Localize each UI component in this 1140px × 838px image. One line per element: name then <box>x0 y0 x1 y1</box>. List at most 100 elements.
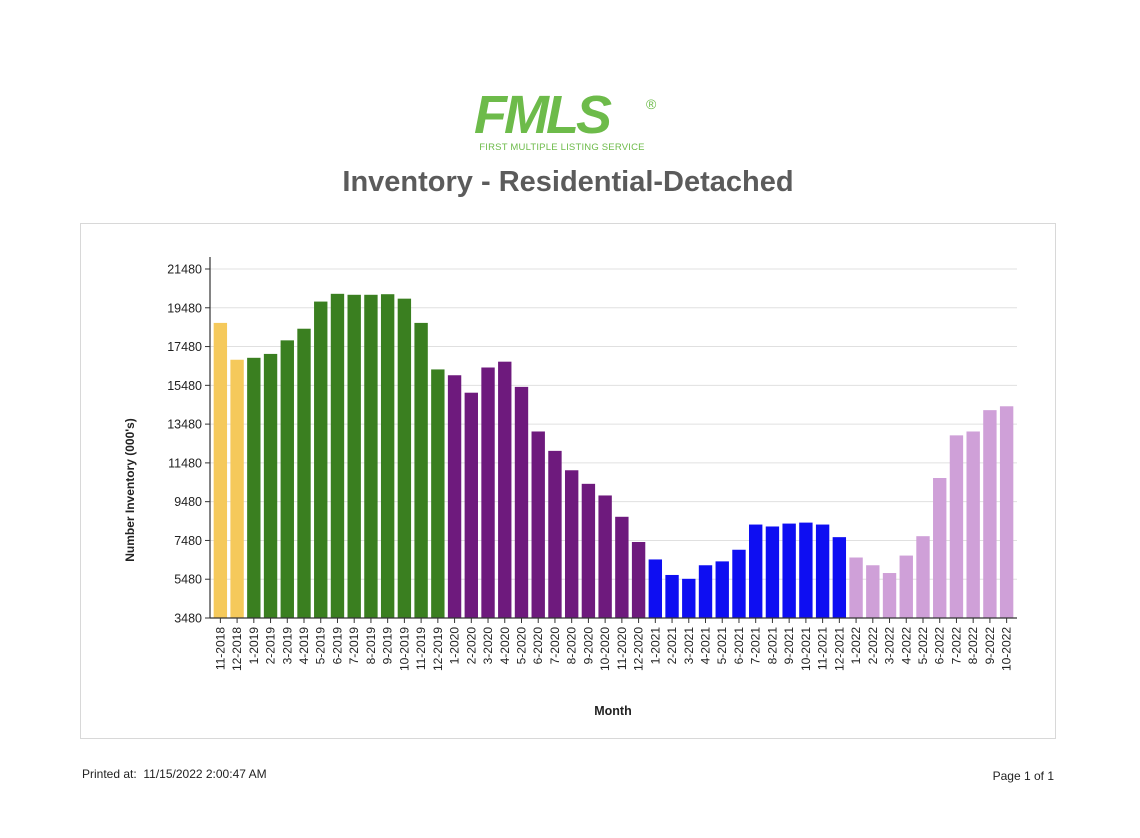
bar-7-2020 <box>548 450 562 618</box>
y-tick-labels: 3480 5480 7480 9480 11480 13480 15480 17480 1948… <box>167 263 202 626</box>
x-tick-label: 9-2019 <box>381 627 395 665</box>
bar-4-2019 <box>297 328 311 618</box>
x-tick-label: 4-2021 <box>699 627 713 665</box>
bar-5-2020 <box>514 386 529 618</box>
x-tick-label: 7-2022 <box>949 627 963 665</box>
bar-10-2022 <box>999 406 1014 618</box>
x-tick-label: 1-2020 <box>448 627 462 665</box>
y-tick-label: 5480 <box>174 573 202 587</box>
bar-11-2019 <box>414 322 428 618</box>
x-tick-label: 9-2020 <box>581 627 595 665</box>
x-tick-label: 2-2020 <box>464 627 478 665</box>
bar-3-2019 <box>280 340 294 618</box>
x-tick-label: 8-2021 <box>765 627 779 665</box>
x-tick-label: 4-2022 <box>899 627 913 665</box>
x-tick-label: 7-2019 <box>347 627 361 665</box>
logo-subtitle: FIRST MULTIPLE LISTING SERVICE <box>479 142 645 153</box>
bar-10-2019 <box>397 298 412 618</box>
x-tick-label: 9-2022 <box>983 627 997 665</box>
bar-10-2020 <box>598 495 612 618</box>
bar-8-2019 <box>364 294 378 618</box>
x-tick-label: 12-2020 <box>632 627 646 671</box>
y-tick-label: 7480 <box>174 534 202 548</box>
x-tick-label: 5-2020 <box>514 627 528 665</box>
bar-1-2021 <box>648 559 663 618</box>
x-tick-label: 12-2018 <box>230 627 244 671</box>
x-tick-label: 12-2019 <box>431 627 445 671</box>
y-tick-label: 17480 <box>167 340 202 354</box>
y-axis-title: Number Inventory (000's) <box>123 418 137 562</box>
bar-11-2020 <box>615 516 629 618</box>
printed-at-label: Printed at: <box>82 767 137 781</box>
bar-10-2021 <box>799 522 813 618</box>
bar-8-2020 <box>564 470 579 618</box>
bar-5-2022 <box>916 536 930 618</box>
bar-9-2019 <box>380 294 395 618</box>
bar-6-2021 <box>732 549 746 618</box>
x-axis-title: Month <box>594 704 631 718</box>
y-tick-label: 11480 <box>168 456 202 470</box>
x-tick-label: 6-2019 <box>330 627 344 665</box>
x-tick-label: 1-2022 <box>849 627 863 665</box>
inventory-bar-chart: 3480 5480 7480 9480 11480 13480 15480 17480 1948… <box>123 257 1017 718</box>
x-tick-label: 2-2021 <box>665 627 679 665</box>
x-tick-label: 10-2019 <box>397 627 411 671</box>
x-tick-label: 5-2019 <box>314 627 328 665</box>
bar-12-2018 <box>230 359 244 618</box>
x-tick-label: 7-2020 <box>548 627 562 665</box>
bar-2-2019 <box>263 353 278 618</box>
bar-2-2022 <box>866 565 880 618</box>
x-tick-label: 12-2021 <box>832 627 846 671</box>
printed-at-value: 11/15/2022 2:00:47 AM <box>143 767 267 781</box>
x-tick-label: 3-2020 <box>481 627 495 665</box>
y-tick-label: 9480 <box>174 495 202 509</box>
printed-at: Printed at: 11/15/2022 2:00:47 AM <box>82 767 267 781</box>
bar-6-2019 <box>330 293 345 618</box>
bar-9-2021 <box>782 523 796 618</box>
x-tick-label: 8-2020 <box>565 627 579 665</box>
bar-8-2021 <box>765 526 780 618</box>
bar-4-2020 <box>498 361 512 618</box>
bar-5-2021 <box>715 561 729 618</box>
bar-9-2022 <box>983 410 997 618</box>
bar-11-2018 <box>213 322 228 618</box>
page-indicator: Page 1 of 1 <box>992 769 1054 783</box>
x-tick-label: 8-2022 <box>966 627 980 665</box>
bar-1-2019 <box>247 357 261 618</box>
x-tick-label: 7-2021 <box>749 627 763 665</box>
x-tick-label: 4-2019 <box>297 627 311 665</box>
x-tick-label: 2-2022 <box>866 627 880 665</box>
bar-4-2021 <box>698 565 713 618</box>
bar-5-2019 <box>314 301 328 618</box>
x-tick-label: 1-2021 <box>648 627 662 665</box>
y-tick-label: 3480 <box>174 612 202 626</box>
logo-main-text: FMLS <box>474 85 612 145</box>
x-tick-label: 10-2020 <box>598 627 612 671</box>
x-tick-labels: 11-2018 12-2018 1-2019 2-2019 3-2019 4-2019 5-… <box>213 618 1014 671</box>
bar-3-2022 <box>882 573 897 618</box>
bar-8-2022 <box>966 431 980 618</box>
bar-6-2022 <box>933 478 947 618</box>
chart-frame <box>80 223 1056 739</box>
x-tick-label: 5-2022 <box>916 627 930 665</box>
x-tick-label: 10-2021 <box>799 627 813 671</box>
x-tick-label: 3-2022 <box>883 627 897 665</box>
y-tick-label: 19480 <box>167 301 202 315</box>
bar-7-2019 <box>347 294 361 618</box>
axes <box>209 257 1017 619</box>
x-tick-label: 9-2021 <box>782 627 796 665</box>
x-tick-label: 6-2021 <box>732 627 746 665</box>
x-tick-label: 3-2021 <box>682 627 696 665</box>
x-tick-label: 1-2019 <box>247 627 261 665</box>
x-tick-label: 11-2021 <box>816 627 830 670</box>
x-tick-label: 8-2019 <box>364 627 378 665</box>
x-tick-label: 4-2020 <box>498 627 512 665</box>
bar-7-2021 <box>749 524 763 618</box>
bar-9-2020 <box>581 483 596 618</box>
bar-3-2021 <box>682 578 696 618</box>
bars <box>213 293 1014 618</box>
bar-4-2022 <box>899 555 913 618</box>
y-tick-label: 15480 <box>167 379 202 393</box>
bar-12-2019 <box>431 369 445 618</box>
x-tick-label: 6-2022 <box>933 627 947 665</box>
